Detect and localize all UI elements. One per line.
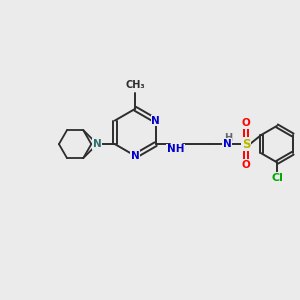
Text: Cl: Cl (271, 173, 283, 183)
Text: O: O (242, 160, 250, 170)
Text: S: S (242, 138, 250, 151)
Text: N: N (151, 116, 160, 126)
Text: NH: NH (167, 144, 184, 154)
Text: N: N (93, 139, 102, 149)
Text: H: H (224, 133, 232, 142)
Text: O: O (242, 118, 250, 128)
Text: CH₃: CH₃ (125, 80, 145, 90)
Text: N: N (131, 151, 140, 161)
Text: N: N (223, 139, 231, 149)
